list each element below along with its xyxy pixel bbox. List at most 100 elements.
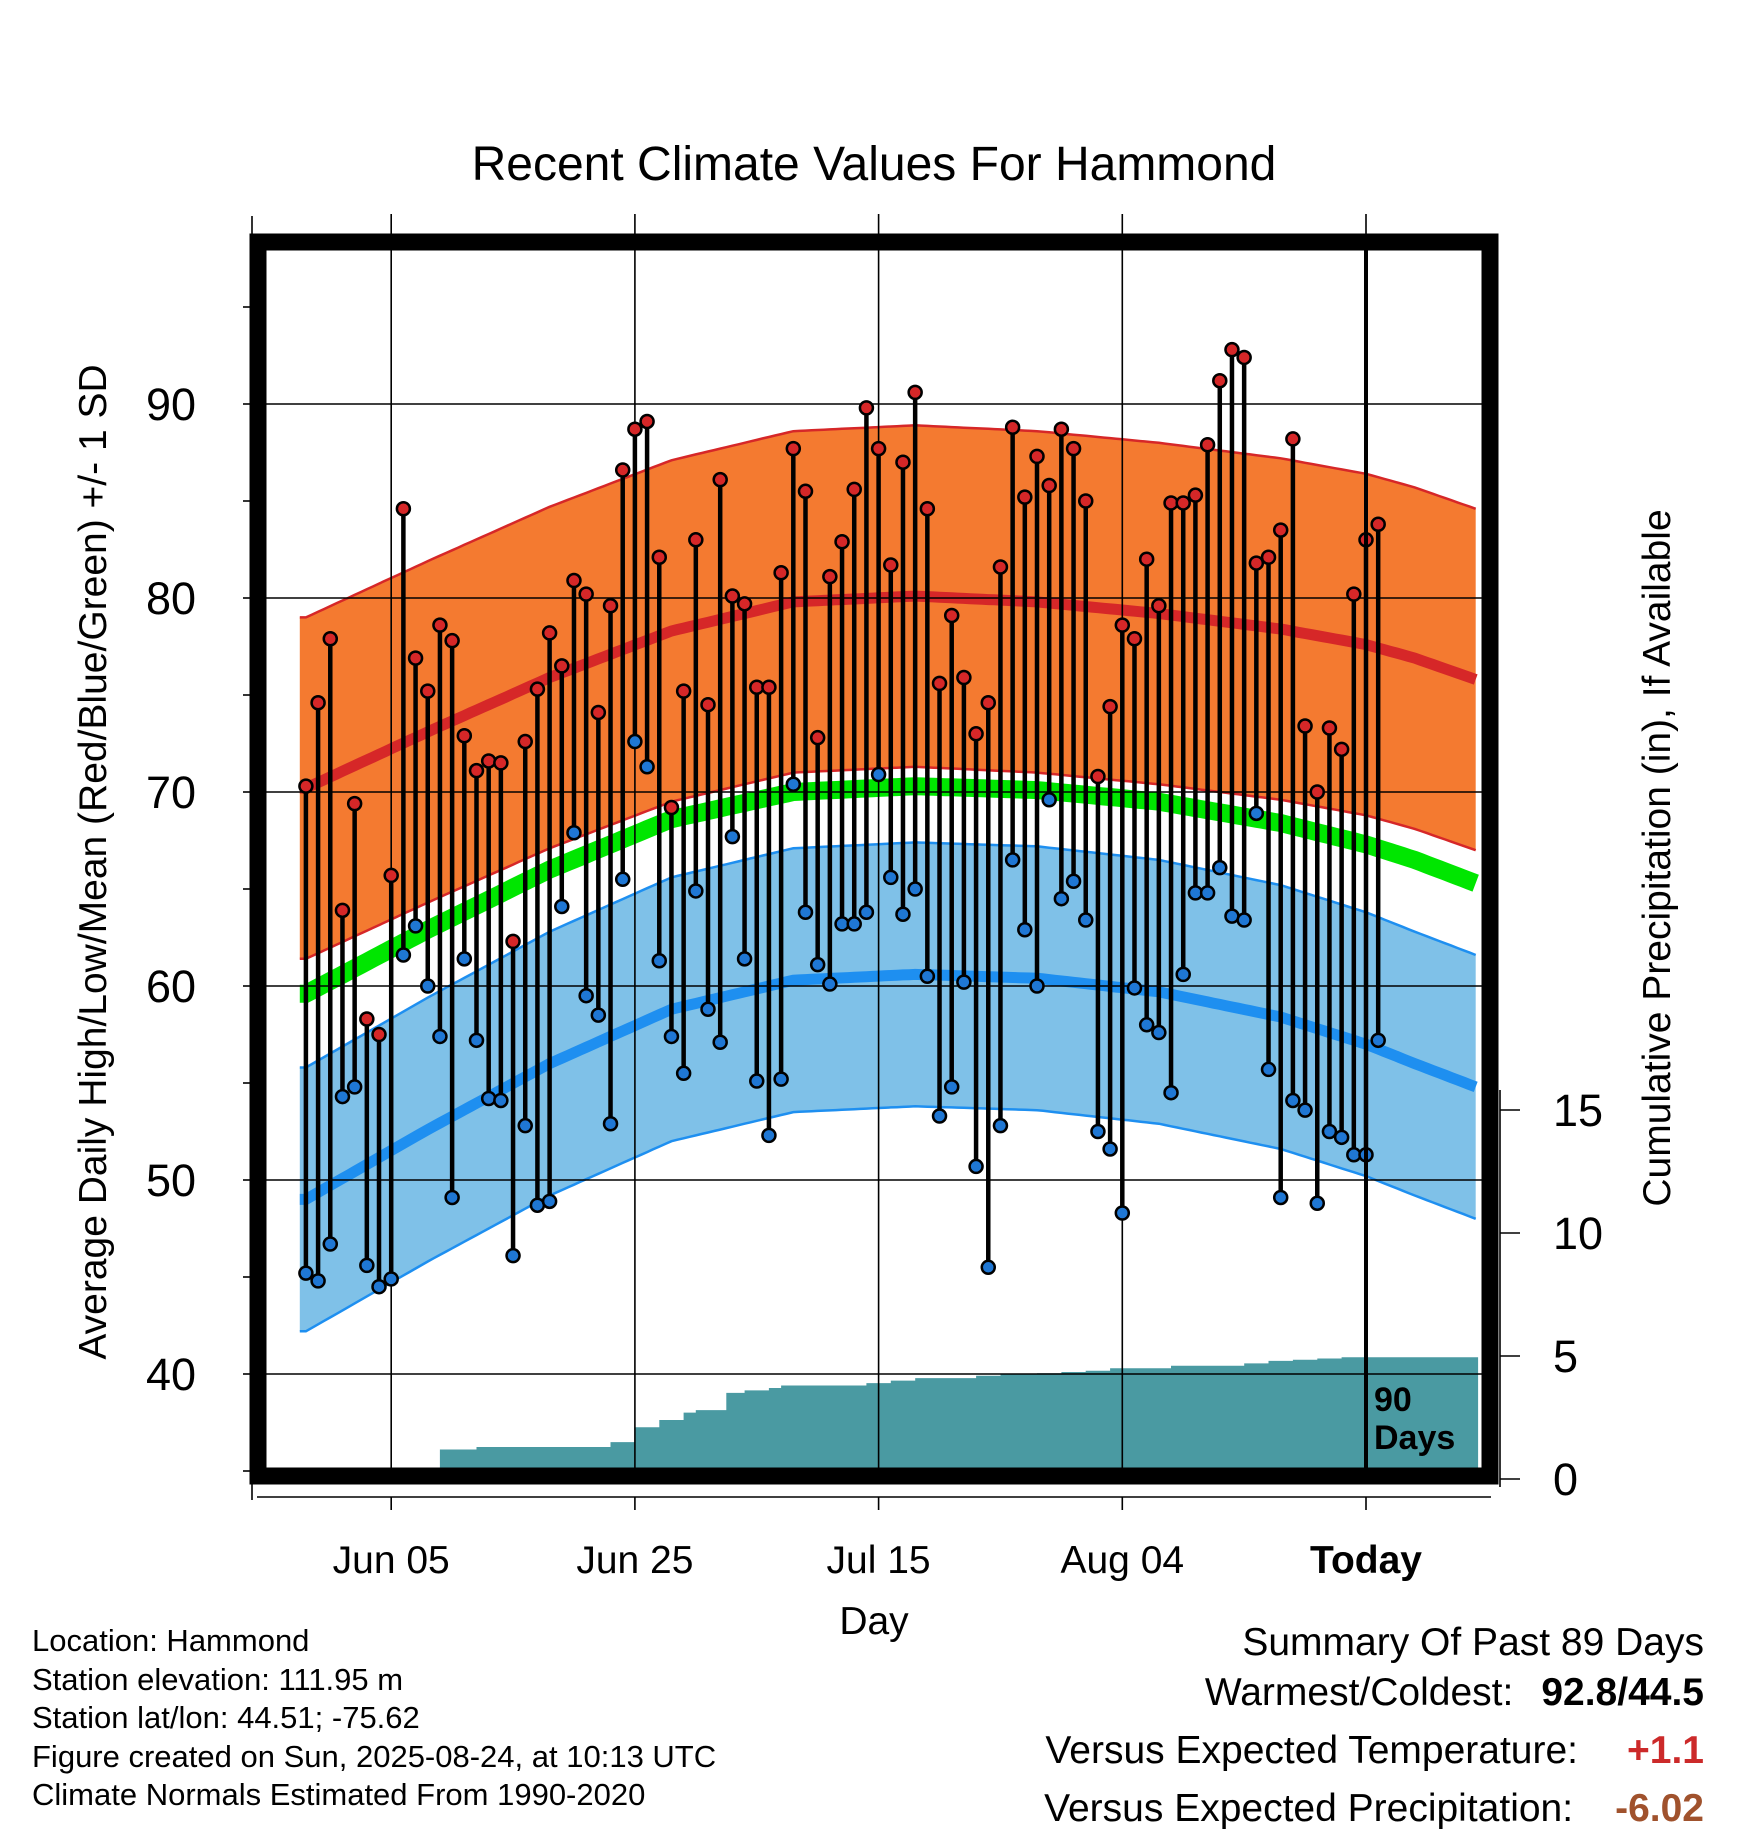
- low-point: [1053, 890, 1070, 907]
- low-point: [724, 828, 741, 845]
- high-point: [1346, 586, 1362, 602]
- low-point: [298, 1265, 314, 1281]
- y-tick-label-right: 15: [1553, 1085, 1603, 1136]
- high-point: [298, 778, 314, 794]
- high-point: [1321, 720, 1338, 736]
- warmest-coldest-label: Warmest/Coldest:: [1204, 1671, 1514, 1714]
- low-point: [1321, 1123, 1338, 1140]
- low-point: [785, 776, 802, 792]
- high-point: [943, 607, 960, 624]
- temp-value: +1.1: [1627, 1729, 1704, 1772]
- low-point: [700, 1001, 716, 1018]
- low-point: [493, 1092, 509, 1109]
- low-point: [407, 918, 424, 934]
- low-point: [566, 824, 582, 841]
- low-point: [1370, 1032, 1386, 1049]
- high-point: [1199, 436, 1216, 453]
- low-point: [395, 947, 412, 963]
- low-point: [651, 953, 668, 969]
- low-point: [1199, 885, 1216, 901]
- low-point: [858, 904, 875, 921]
- low-point: [1272, 1189, 1289, 1206]
- low-point: [675, 1065, 692, 1082]
- station-info: Location: Hammond Station elevation: 111…: [32, 1622, 716, 1815]
- low-point: [1175, 966, 1191, 983]
- high-point: [383, 867, 399, 884]
- low-point: [1163, 1084, 1179, 1101]
- low-point: [663, 1028, 680, 1045]
- chart-title: Recent Climate Values For Hammond: [472, 138, 1277, 191]
- low-point: [1114, 1205, 1131, 1221]
- y-tick-label: 40: [146, 1349, 196, 1400]
- low-point: [809, 956, 826, 973]
- high-point: [614, 462, 631, 478]
- location-text: Location: Hammond: [32, 1623, 310, 1658]
- low-point: [456, 951, 473, 967]
- high-point: [980, 695, 997, 711]
- warmest-coldest-value: 92.8/44.5: [1541, 1671, 1704, 1714]
- high-point: [480, 753, 497, 769]
- y-tick-label-right: 10: [1553, 1208, 1603, 1259]
- x-axis-label: Day: [839, 1600, 909, 1643]
- high-point: [1004, 419, 1021, 436]
- y-tick-label: 60: [146, 961, 196, 1012]
- x-tick-label: Aug 04: [1060, 1539, 1184, 1582]
- high-point: [675, 683, 692, 699]
- high-point: [1187, 487, 1204, 503]
- high-point: [371, 1026, 387, 1043]
- high-point: [456, 727, 473, 744]
- high-point: [517, 733, 533, 750]
- y-tick-label: 80: [146, 573, 196, 624]
- high-point: [1260, 549, 1277, 566]
- low-point: [1236, 912, 1252, 928]
- summary-title: Summary Of Past 89 Days: [1242, 1621, 1704, 1664]
- low-point: [773, 1071, 789, 1087]
- low-point: [761, 1127, 777, 1144]
- low-point: [322, 1236, 339, 1252]
- low-point: [870, 766, 887, 783]
- high-point: [334, 902, 351, 919]
- low-point: [1126, 980, 1143, 996]
- high-point: [627, 421, 643, 437]
- high-point: [1151, 598, 1167, 614]
- high-point: [395, 501, 412, 517]
- high-point: [907, 384, 923, 401]
- high-point: [529, 681, 546, 697]
- low-point: [517, 1117, 533, 1134]
- low-point: [1090, 1123, 1106, 1140]
- low-point: [541, 1193, 558, 1210]
- high-point: [554, 658, 570, 674]
- high-point: [566, 572, 582, 589]
- low-point: [907, 881, 923, 897]
- low-point: [444, 1189, 460, 1206]
- high-point: [468, 762, 485, 779]
- low-point: [639, 759, 655, 775]
- high-point: [712, 471, 728, 488]
- high-point: [785, 440, 802, 457]
- high-point: [700, 696, 716, 713]
- low-point: [505, 1247, 521, 1264]
- high-point: [1370, 516, 1386, 533]
- high-point: [895, 454, 911, 470]
- high-point: [761, 679, 777, 695]
- normals-text: Climate Normals Estimated From 1990-2020: [32, 1777, 646, 1812]
- high-point: [1017, 489, 1033, 505]
- low-point: [554, 898, 570, 915]
- y-tick-label: 50: [146, 1155, 196, 1206]
- high-point: [883, 557, 899, 573]
- plot-frame: [249, 233, 1499, 1485]
- elevation-text: Station elevation: 111.95 m: [32, 1661, 404, 1697]
- high-point: [602, 598, 619, 614]
- low-point: [1309, 1195, 1326, 1212]
- high-point: [724, 588, 741, 604]
- high-point: [1333, 741, 1350, 758]
- high-point: [639, 413, 655, 430]
- created-text: Figure created on Sun, 2025-08-24, at 10…: [32, 1738, 717, 1774]
- high-point: [651, 549, 668, 566]
- high-point: [1065, 440, 1082, 457]
- high-point: [1175, 495, 1191, 511]
- low-point: [992, 1117, 1009, 1134]
- high-point: [1212, 372, 1228, 389]
- low-point: [359, 1257, 375, 1274]
